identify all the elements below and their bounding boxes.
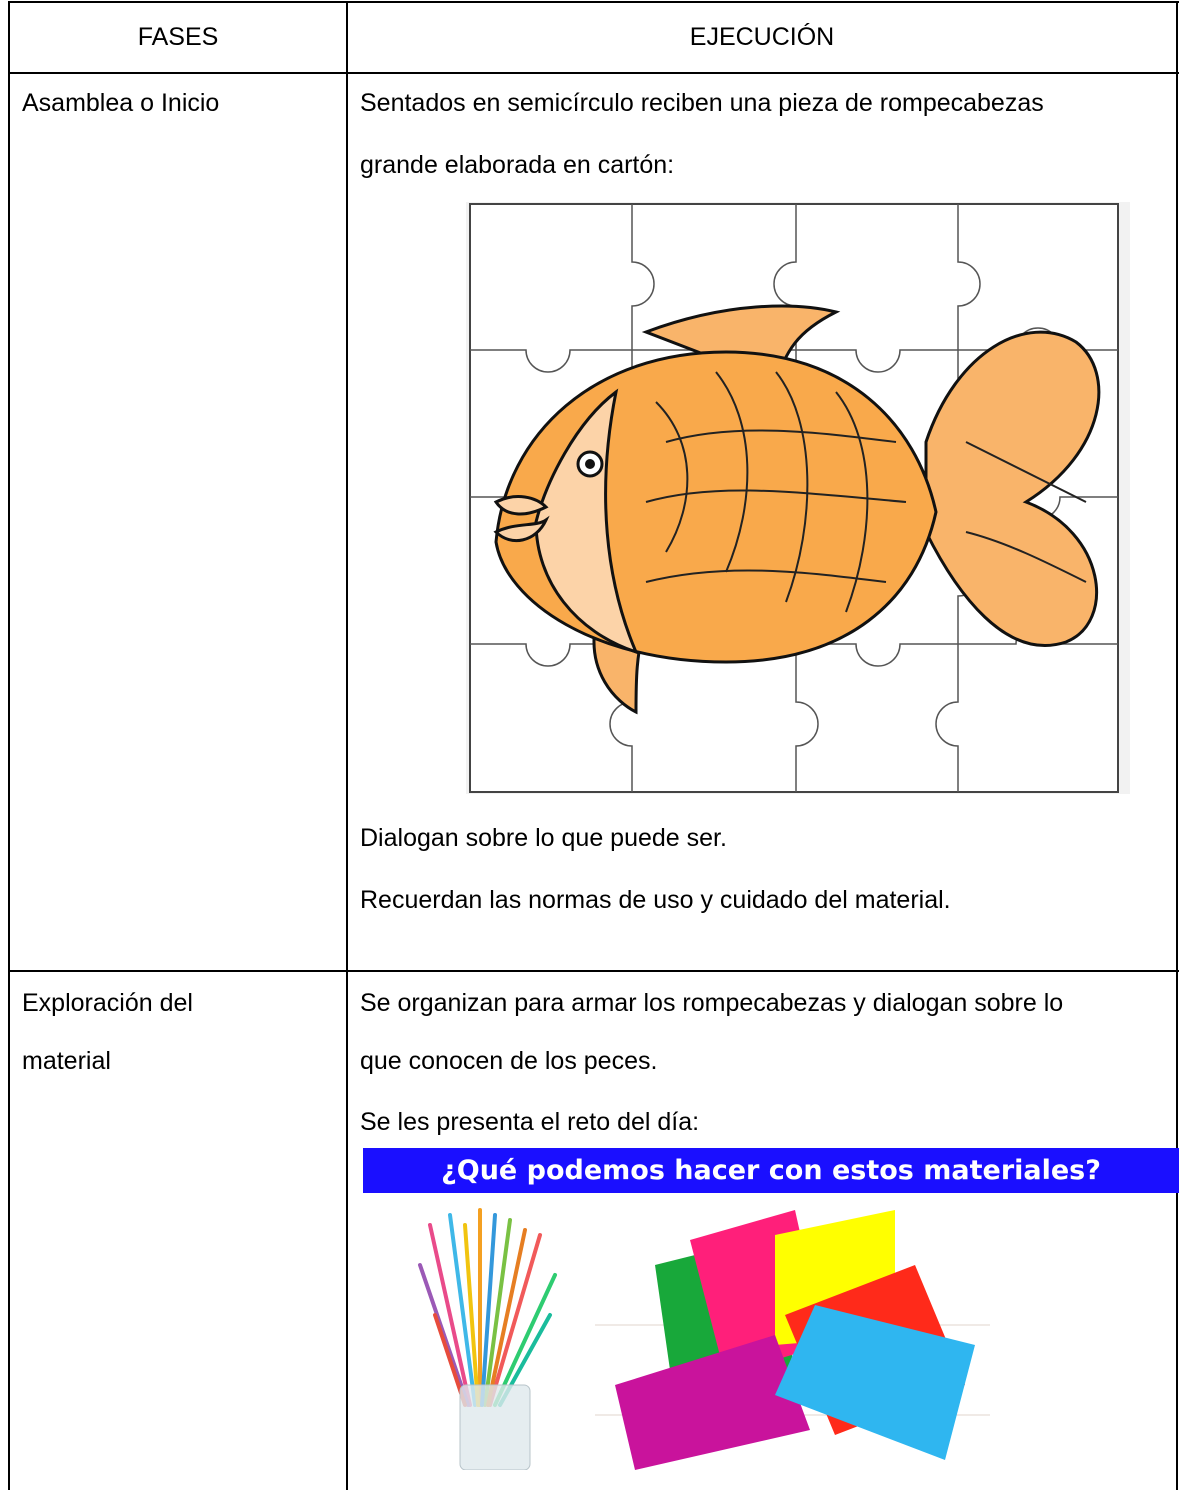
text-line: Recuerdan las normas de uso y cuidado de…: [360, 886, 951, 914]
papers-image: [595, 1210, 990, 1470]
border: [8, 1, 10, 1490]
challenge-banner: ¿Qué podemos hacer con estos materiales?: [363, 1148, 1179, 1193]
text-line: Dialogan sobre lo que puede ser.: [360, 824, 727, 852]
border: [8, 1, 1179, 3]
fish-puzzle: [466, 202, 1130, 794]
border: [346, 1, 348, 1490]
text-line: Se les presenta el reto del día:: [360, 1108, 700, 1136]
header-cell: EJECUCIÓN: [689, 23, 835, 51]
border: [1176, 1, 1178, 1490]
text-line: Se organizan para armar los rompecabezas…: [360, 989, 1064, 1017]
straws-image: [418, 1208, 557, 1470]
text-line: que conocen de los peces.: [360, 1047, 658, 1075]
phase: Exploración del material: [22, 989, 193, 1075]
header-cell: FASES: [137, 23, 219, 51]
border: [8, 72, 1179, 74]
text-line: Sentados en semicírculo reciben una piez…: [360, 89, 1044, 117]
phase: Asamblea o Inicio: [22, 89, 220, 117]
text-line: grande elaborada en cartón:: [360, 151, 675, 179]
border: [8, 970, 1179, 972]
